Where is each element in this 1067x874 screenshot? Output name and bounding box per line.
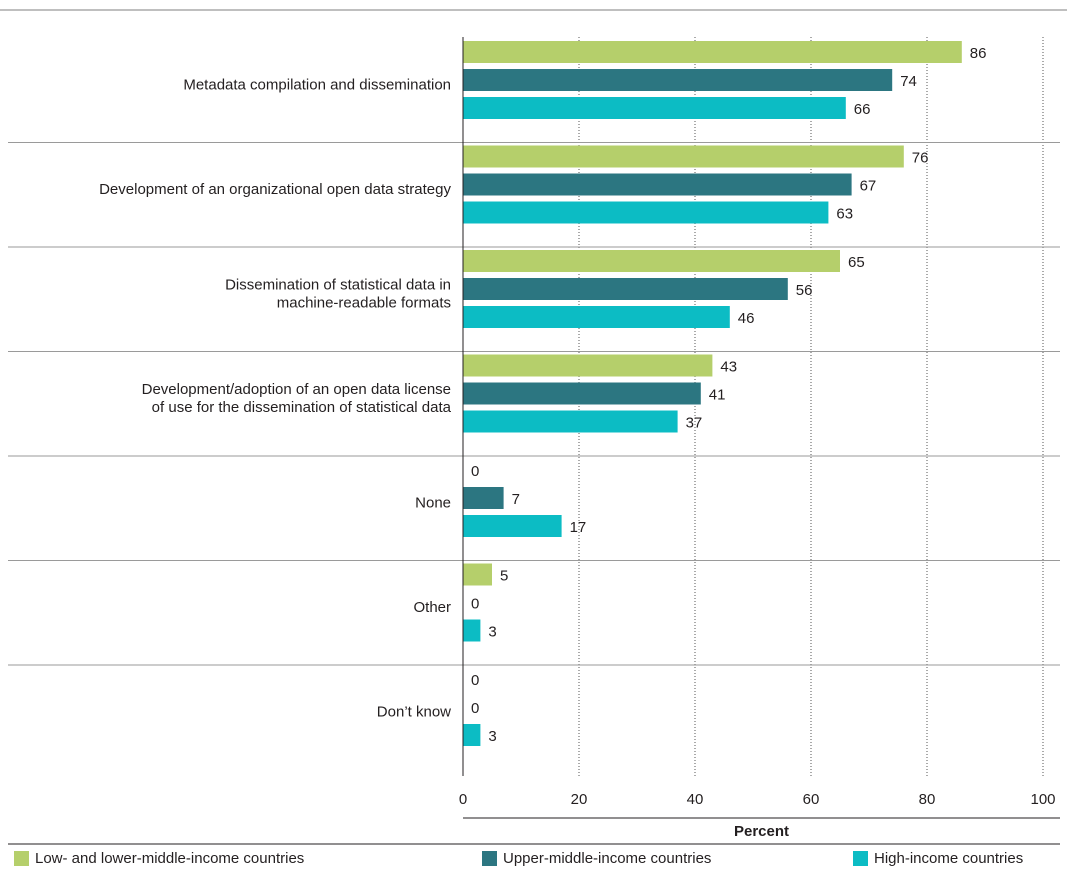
x-tick-label: 0 <box>459 791 467 808</box>
x-tick-label: 40 <box>687 791 704 808</box>
bar-value-label: 41 <box>709 387 726 404</box>
bar-value-label: 3 <box>488 728 496 745</box>
legend-swatch-low-income <box>14 851 29 866</box>
legend-item-low-income: Low- and lower-middle-income countries <box>14 850 304 867</box>
bar-upper-middle-income <box>463 487 504 509</box>
x-tick-label: 100 <box>1030 791 1055 808</box>
bar-value-label: 0 <box>471 596 479 613</box>
category-label: machine-readable formats <box>277 294 451 311</box>
legend-label-high-income: High-income countries <box>874 850 1024 867</box>
bar-value-label: 46 <box>738 310 755 327</box>
legend-item-upper-middle-income: Upper-middle-income countries <box>482 850 711 867</box>
x-tick-label: 60 <box>803 791 820 808</box>
category-label: Other <box>413 599 451 616</box>
bar-value-label: 0 <box>471 700 479 717</box>
category-label: None <box>415 494 451 511</box>
bar-high-income <box>463 724 481 746</box>
bar-value-label: 37 <box>686 415 703 432</box>
x-axis-title: Percent <box>734 823 789 840</box>
bar-value-label: 67 <box>860 178 877 195</box>
bar-value-label: 43 <box>720 359 737 376</box>
legend-label-upper-middle-income: Upper-middle-income countries <box>503 850 712 867</box>
bar-upper-middle-income <box>463 382 701 405</box>
bar-high-income <box>463 201 829 224</box>
bar-upper-middle-income <box>463 173 852 196</box>
category-label: of use for the dissemination of statisti… <box>152 399 452 416</box>
bar-value-label: 65 <box>848 254 865 271</box>
bar-value-label: 74 <box>900 73 917 90</box>
legend-label-low-income: Low- and lower-middle-income countries <box>35 850 305 867</box>
category-label: Development/adoption of an open data lic… <box>142 381 451 398</box>
bar-high-income <box>463 306 730 328</box>
bar-value-label: 3 <box>488 624 496 641</box>
bar-high-income <box>463 97 846 119</box>
bar-low-income <box>463 354 713 377</box>
legend-swatch-upper-middle-income <box>482 851 497 866</box>
category-label: Don’t know <box>377 703 451 720</box>
bar-upper-middle-income <box>463 278 788 300</box>
bar-high-income <box>463 410 678 433</box>
bar-high-income <box>463 619 481 642</box>
category-label: Development of an organizational open da… <box>99 181 451 198</box>
bar-value-label: 0 <box>471 463 479 480</box>
bar-value-label: 76 <box>912 150 929 167</box>
category-label: Metadata compilation and dissemination <box>183 76 451 93</box>
bar-low-income <box>463 145 904 168</box>
x-tick-label: 80 <box>919 791 936 808</box>
legend-item-high-income: High-income countries <box>853 850 1023 867</box>
bar-value-label: 17 <box>570 519 587 536</box>
bar-low-income <box>463 563 492 586</box>
chart-legend: Low- and lower-middle-income countries U… <box>0 850 1067 870</box>
bar-low-income <box>463 41 962 63</box>
bar-value-label: 0 <box>471 672 479 689</box>
legend-swatch-high-income <box>853 851 868 866</box>
bar-value-label: 7 <box>512 491 520 508</box>
category-label: Dissemination of statistical data in <box>225 276 451 293</box>
bar-value-label: 63 <box>836 206 853 223</box>
bar-high-income <box>463 515 562 537</box>
bar-value-label: 56 <box>796 282 813 299</box>
x-tick-label: 20 <box>571 791 588 808</box>
bar-value-label: 86 <box>970 45 987 62</box>
bar-value-label: 5 <box>500 568 508 585</box>
bar-upper-middle-income <box>463 69 893 91</box>
bar-low-income <box>463 250 840 272</box>
bar-value-label: 66 <box>854 101 871 118</box>
